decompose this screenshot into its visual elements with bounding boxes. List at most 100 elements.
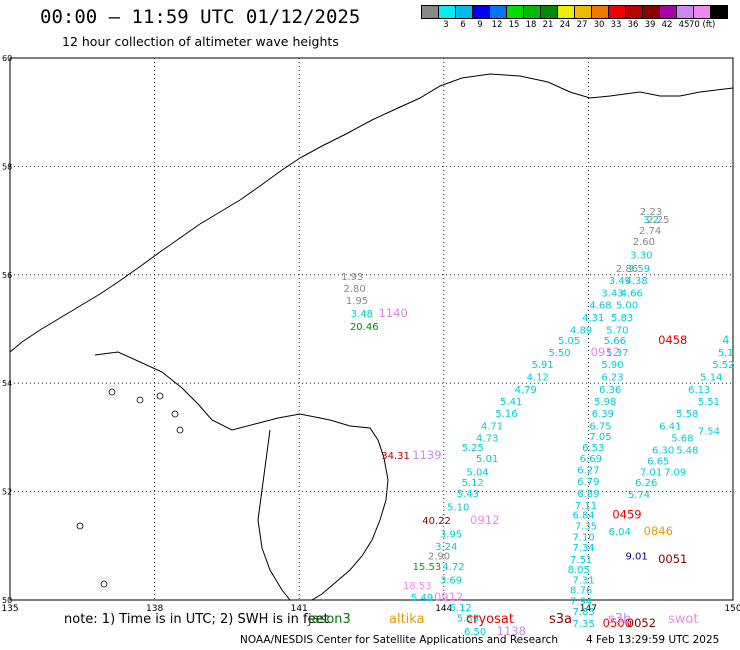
wave-height-label: 9.01 bbox=[625, 551, 647, 562]
color-scale-label: 6 bbox=[460, 20, 466, 30]
wave-height-label: 18.53 bbox=[403, 581, 432, 592]
wave-height-label: 5.25 bbox=[462, 443, 484, 454]
wave-height-label: 7.54 bbox=[698, 427, 720, 438]
island bbox=[76, 522, 84, 530]
wave-height-label: 4 bbox=[722, 333, 729, 347]
wave-height-label: 6.69 bbox=[580, 454, 602, 465]
wave-height-label: 6.50 bbox=[464, 627, 486, 638]
wave-height-label: 7.01 bbox=[640, 467, 662, 478]
wave-height-label: 5.74 bbox=[628, 490, 650, 501]
color-scale-label: 36 bbox=[627, 20, 639, 30]
wave-height-label: 0500 bbox=[603, 616, 632, 630]
wave-height-label: 3.69 bbox=[440, 576, 462, 587]
mission-legend-item: s3b bbox=[608, 612, 632, 627]
wave-height-label: 2.74 bbox=[639, 226, 661, 237]
wave-height-label: 4.38 bbox=[625, 276, 647, 287]
color-scale-label: 15 bbox=[508, 20, 520, 30]
wave-height-label: 3.59 bbox=[628, 264, 650, 275]
mission-legend-item: s3a bbox=[549, 612, 573, 627]
wave-height-label: 2.25 bbox=[647, 215, 669, 226]
wave-height-label: 5.1 bbox=[718, 348, 734, 359]
wave-height-label: 0052 bbox=[627, 616, 656, 630]
wave-height-label: 5.58 bbox=[676, 409, 698, 420]
wave-height-label: 1139 bbox=[412, 448, 441, 462]
lat-tick-label: 56 bbox=[2, 271, 12, 280]
wave-height-label: 5.43 bbox=[457, 489, 479, 500]
wave-height-label: 3.43 bbox=[601, 288, 623, 299]
wave-height-label: 0912 bbox=[434, 590, 463, 604]
wave-height-label: 40.22 bbox=[422, 516, 451, 527]
wave-height-label: 5.37 bbox=[606, 348, 628, 359]
wave-height-label: 5.12 bbox=[462, 478, 484, 489]
wave-height-label: 2.60 bbox=[633, 237, 655, 248]
wave-height-label: 0051 bbox=[658, 552, 687, 566]
wave-height-label: 7.83 bbox=[572, 607, 594, 618]
island bbox=[156, 392, 164, 400]
wave-height-label: 7.34 bbox=[572, 543, 594, 554]
wave-height-label: 5.70 bbox=[606, 325, 628, 336]
coastline-south bbox=[94, 351, 389, 601]
color-scale-labels: 3 6 9 12 15 18 21 24 27 30 33 36 39 42 45 70 (ft) bbox=[421, 20, 740, 34]
wave-height-label: 5.48 bbox=[676, 446, 698, 457]
color-scale-label: 21 bbox=[542, 20, 554, 30]
color-scale-label: 9 bbox=[477, 20, 483, 30]
wave-height-label: 5.16 bbox=[495, 409, 517, 420]
wave-height-label: 6.27 bbox=[577, 466, 599, 477]
wave-height-label: 5.10 bbox=[447, 503, 469, 514]
wave-height-label: 7.11 bbox=[575, 501, 597, 512]
wave-height-label: 2.23 bbox=[640, 207, 662, 218]
wave-height-label: 6.36 bbox=[599, 385, 621, 396]
color-scale-bar bbox=[421, 5, 728, 19]
wave-height-label: 7.05 bbox=[589, 432, 611, 443]
island bbox=[100, 580, 108, 588]
lon-tick-label: 141 bbox=[291, 604, 308, 614]
wave-height-label: 6.13 bbox=[688, 385, 710, 396]
wave-height-label: 0459 bbox=[612, 508, 641, 522]
island bbox=[176, 426, 184, 434]
mission-legend-item: swot bbox=[668, 612, 699, 627]
mission-legend-item: altika bbox=[389, 612, 425, 627]
wave-height-label: 6.23 bbox=[601, 372, 623, 383]
island bbox=[136, 396, 144, 404]
lat-tick-label: 58 bbox=[2, 162, 12, 171]
color-scale-label: 33 bbox=[610, 20, 622, 30]
wave-height-label: 6.79 bbox=[577, 477, 599, 488]
lon-tick-label: 150 bbox=[724, 604, 740, 614]
wave-height-label: 5.66 bbox=[604, 336, 626, 347]
wave-height-label: 5.14 bbox=[700, 372, 722, 383]
wave-height-label: 3.2 bbox=[643, 215, 659, 226]
color-scale-label: 70 (ft) bbox=[689, 20, 716, 30]
color-scale-label: 45 bbox=[678, 20, 690, 30]
color-scale-label: 24 bbox=[559, 20, 571, 30]
wave-height-label: 4.72 bbox=[442, 562, 464, 573]
generated-timestamp: 4 Feb 13:29:59 UTC 2025 bbox=[586, 634, 720, 646]
color-scale-label: 39 bbox=[644, 20, 656, 30]
wave-height-label: 5.04 bbox=[466, 467, 488, 478]
wave-height-label: 0912 bbox=[591, 345, 620, 359]
page-title: 00:00 – 11:59 UTC 01/12/2025 bbox=[40, 6, 361, 28]
lon-tick-label: 144 bbox=[435, 604, 452, 614]
lat-tick-label: 54 bbox=[2, 379, 12, 388]
wave-height-label: 2.86 bbox=[616, 264, 638, 275]
wave-height-label: 1.93 bbox=[341, 272, 363, 283]
color-scale-label: 3 bbox=[443, 20, 449, 30]
credit-line: NOAA/NESDIS Center for Satellite Applica… bbox=[240, 634, 558, 646]
lat-tick-label: 50 bbox=[2, 596, 12, 605]
wave-height-label: 6.41 bbox=[659, 421, 681, 432]
wave-height-label: 4.66 bbox=[621, 288, 643, 299]
wave-height-label: 5.98 bbox=[594, 397, 616, 408]
wave-height-label: 5.52 bbox=[712, 360, 734, 371]
wave-height-label: 5.41 bbox=[500, 397, 522, 408]
wave-height-label: 3.24 bbox=[435, 542, 457, 553]
wave-height-label: 6.53 bbox=[582, 443, 604, 454]
wave-height-label: 6.26 bbox=[635, 478, 657, 489]
wave-height-label: 4.71 bbox=[481, 421, 503, 432]
wave-height-label: 6.39 bbox=[592, 409, 614, 420]
wave-height-label: 1138 bbox=[497, 624, 526, 638]
wave-height-label: 6.30 bbox=[652, 446, 674, 457]
wave-height-label: 3.48 bbox=[351, 309, 373, 320]
wave-height-label: 4.68 bbox=[589, 300, 611, 311]
wave-height-label: 5.68 bbox=[671, 434, 693, 445]
wave-height-label: 4.89 bbox=[570, 325, 592, 336]
